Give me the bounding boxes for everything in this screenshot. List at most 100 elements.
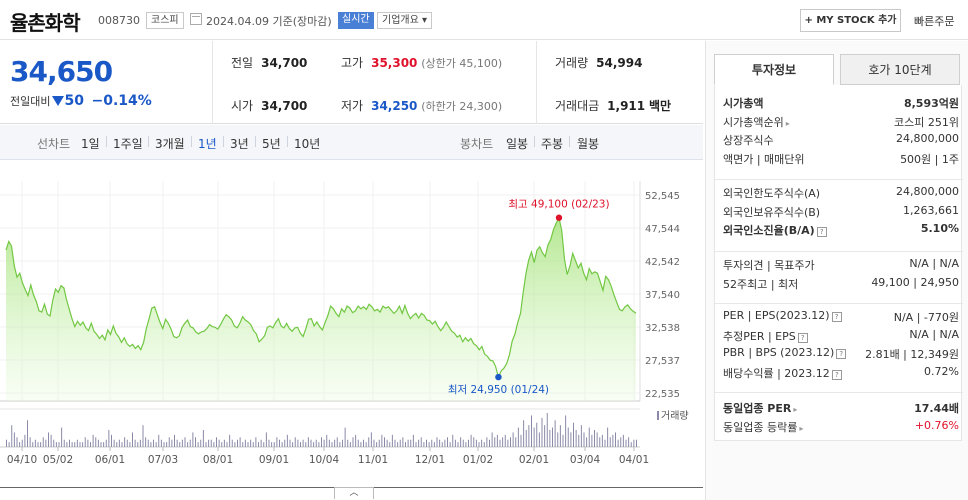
info-row-value: 49,100 | 24,950: [871, 275, 959, 289]
low-value: 34,250: [371, 99, 418, 113]
volume-bar: [292, 442, 294, 447]
volume-bar: [628, 437, 630, 447]
volume-bar: [457, 442, 459, 447]
current-price: 34,650: [10, 55, 113, 88]
section-divider: [715, 392, 963, 393]
volume-bar: [483, 442, 485, 447]
volume-bar: [617, 439, 619, 447]
tab-3m[interactable]: 3개월: [155, 137, 185, 151]
volume-bar: [347, 439, 349, 447]
tab-1w[interactable]: 1주일: [113, 137, 143, 151]
volume-bar: [612, 434, 614, 447]
volume-bar: [168, 437, 170, 447]
info-row-value: 500원 | 1주: [900, 152, 959, 166]
help-icon[interactable]: ?: [797, 332, 808, 343]
tab-5y[interactable]: 5년: [262, 137, 281, 151]
price-line: [5, 215, 637, 379]
x-tick-label: 02/01: [519, 454, 549, 466]
x-tick-label: 05/02: [43, 454, 73, 466]
price-summary: 34,650 전일대비 50 −0.14% 전일 34,700 시가 34,700 고…: [0, 41, 703, 124]
volume-bar: [142, 425, 144, 447]
volume-bar: [34, 439, 36, 447]
volume-bar: [137, 442, 139, 447]
volume-bar: [607, 427, 609, 447]
company-overview-dropdown[interactable]: 기업개요 ▾: [377, 12, 432, 29]
trade-amount: 거래대금 1,911 백만: [555, 97, 671, 114]
tab-monthly[interactable]: 월봉: [577, 137, 600, 151]
tab-hoga-10[interactable]: 호가 10단계: [840, 54, 960, 85]
info-row-value: 24,800,000: [896, 185, 959, 198]
volume-bar: [147, 439, 149, 447]
info-row-label: PER | EPS(2023.12)?: [723, 309, 842, 322]
volume-bar: [370, 432, 372, 447]
add-my-stock-button[interactable]: + MY STOCK 추가: [800, 9, 901, 32]
volume-bar: [195, 437, 196, 447]
volume-bar: [92, 434, 94, 447]
info-row-label: 외국인한도주식수(A): [723, 187, 821, 200]
info-row-label: 상장주식수: [723, 134, 774, 147]
period-tabs: 선차트 1일 1주일 3개월 1년 3년 5년 10년 봉차트 일봉 주봉 월봉: [0, 125, 703, 160]
investment-info-box: 시가총액 8,593억원 시가총액순위 ▸ 코스피 251위 상장주식수 24,800,00…: [714, 85, 963, 441]
tab-1y[interactable]: 1년: [198, 137, 217, 151]
volume-bar: [575, 430, 577, 447]
divider: [148, 136, 149, 147]
volume-bar: [71, 442, 73, 447]
info-row-label: 액면가 | 매매단위: [723, 152, 805, 166]
help-icon[interactable]: ?: [816, 227, 827, 237]
tab-1d[interactable]: 1일: [81, 137, 100, 151]
volume-bar: [153, 439, 154, 447]
volume-bar: [158, 434, 160, 447]
volume-bar: [531, 415, 532, 447]
volume-bar: [580, 425, 582, 447]
volume-bar: [604, 439, 606, 447]
volume-bar: [591, 434, 593, 447]
volume-bar: [454, 439, 456, 447]
y-tick-label: 52,545: [645, 191, 680, 202]
down-triangle-icon: [52, 96, 65, 106]
volume-bar: [339, 442, 341, 447]
volume-bar: [37, 442, 39, 447]
volume-bar: [294, 437, 296, 447]
volume-bar: [321, 437, 322, 447]
volume-bar: [515, 437, 517, 447]
volume-bar: [570, 432, 572, 447]
volume-bar: [108, 430, 110, 447]
x-tick-label: 08/01: [203, 454, 233, 466]
upper-limit: (상한가 45,100): [421, 57, 503, 70]
volume-bar: [24, 434, 26, 447]
tab-weekly[interactable]: 주봉: [541, 137, 564, 151]
volume-bar: [134, 439, 136, 447]
realtime-button[interactable]: 실시간: [338, 12, 374, 29]
tab-10y[interactable]: 10년: [294, 137, 321, 151]
volume-bar: [502, 437, 504, 447]
help-icon[interactable]: ?: [831, 369, 842, 380]
x-tick-label: 04/01: [619, 454, 649, 466]
volume-bar: [546, 413, 548, 447]
volume-bar: [252, 442, 254, 447]
volume-bar: [494, 437, 496, 447]
price-chart[interactable]: 52,545 47,544 42,542 37,540 32,538 27,537 22,5…: [0, 161, 703, 486]
tab-investment-info[interactable]: 투자정보: [714, 54, 834, 85]
volume-bar: [55, 442, 57, 447]
tab-3y[interactable]: 3년: [230, 137, 249, 151]
lower-limit: (하한가 24,300): [421, 100, 503, 113]
quick-order-link[interactable]: 빠른주문: [914, 15, 955, 28]
info-row: 추정PER | EPS? N/A | N/A: [723, 328, 959, 346]
info-row-value: 5.10%: [920, 222, 959, 235]
price-chart-svg: 52,545 47,544 42,542 37,540 32,538 27,537 22,5…: [0, 181, 689, 466]
info-row-label: 동일업종 등락률 ▸: [723, 420, 804, 434]
volume-bar: [210, 439, 212, 447]
date-value: 2024.04.09: [206, 15, 269, 28]
volume-bar: [481, 439, 483, 447]
volume-bar: [588, 427, 590, 447]
info-row-value: 0.72%: [924, 364, 959, 378]
volume-bar: [402, 437, 404, 447]
help-icon[interactable]: ?: [836, 349, 847, 359]
volume-bar: [633, 439, 635, 447]
section-divider: [715, 251, 963, 252]
tab-daily[interactable]: 일봉: [506, 137, 529, 151]
collapse-chart-button[interactable]: ︿: [334, 487, 374, 499]
volume-bar: [625, 439, 627, 447]
volume-bar: [155, 442, 157, 447]
help-icon[interactable]: ?: [831, 312, 842, 322]
